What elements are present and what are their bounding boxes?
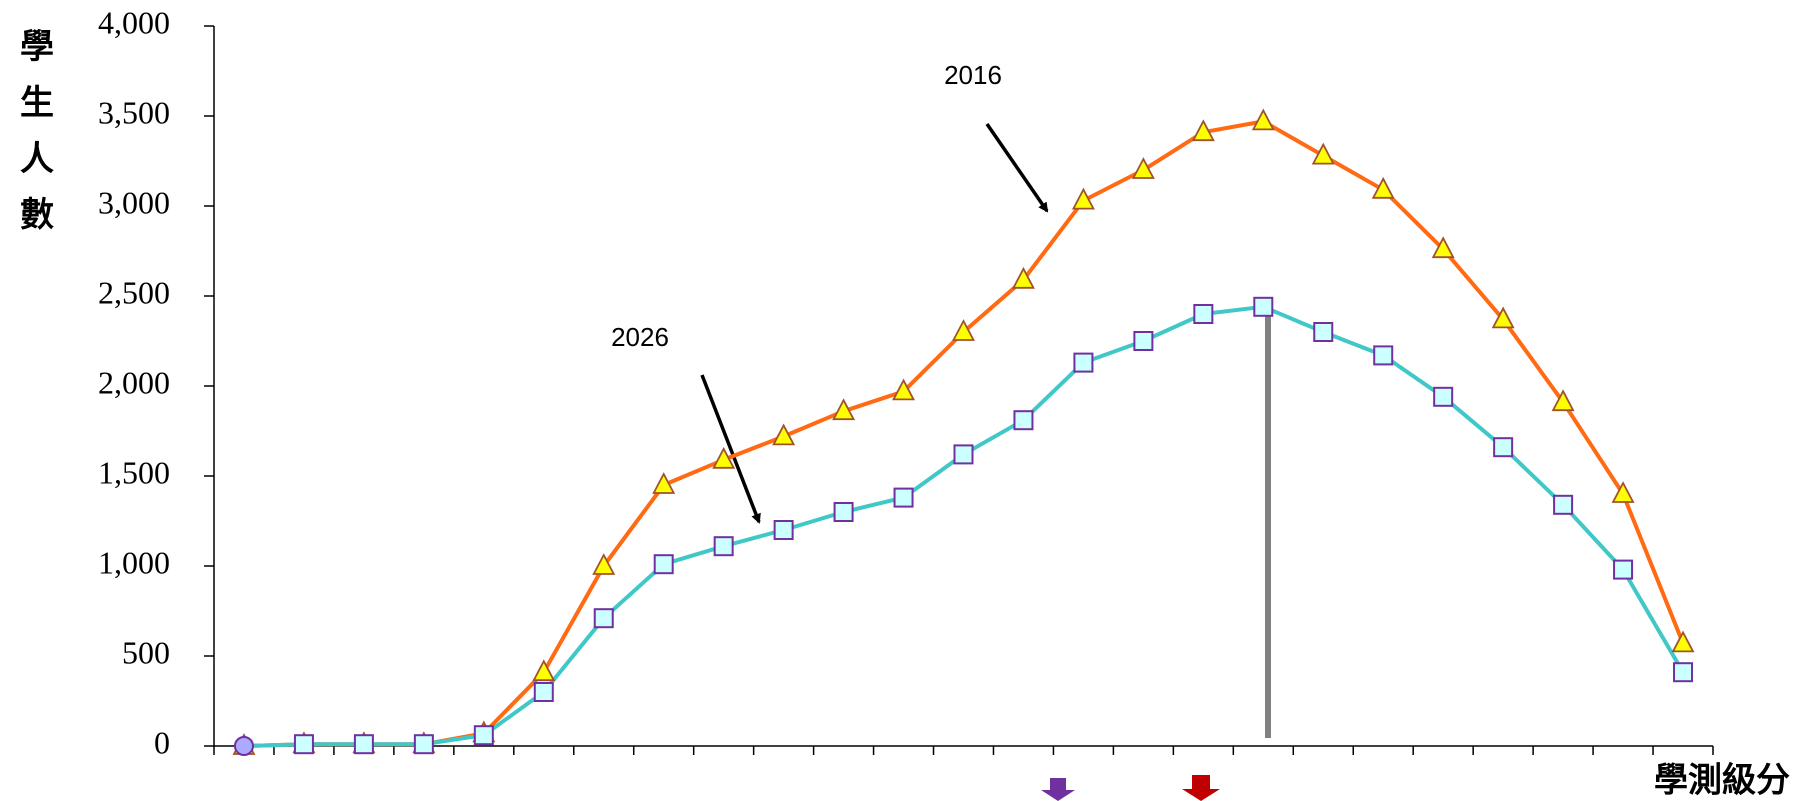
point	[772, 423, 796, 446]
point	[712, 446, 736, 469]
point	[1191, 119, 1215, 142]
point	[1253, 296, 1274, 317]
point	[1071, 187, 1095, 210]
y-tick-label: 3,500	[98, 94, 170, 130]
point	[1313, 322, 1334, 342]
point	[1011, 266, 1035, 289]
point	[832, 398, 856, 421]
y-tick-label: 2,500	[98, 274, 170, 310]
point	[713, 536, 734, 557]
point	[1013, 410, 1034, 431]
point	[1611, 481, 1635, 503]
point	[1373, 345, 1394, 366]
point	[592, 553, 616, 575]
y-axis-label: 學生人數	[20, 27, 54, 235]
point	[1131, 157, 1155, 179]
point	[892, 378, 916, 401]
point	[1133, 331, 1154, 351]
annotation-arrow	[700, 374, 761, 524]
y-tick-label: 3,000	[98, 184, 170, 220]
marker-arrow	[1182, 775, 1220, 801]
series-line	[243, 304, 1685, 748]
point	[1553, 494, 1574, 515]
point	[1371, 176, 1395, 199]
y-tick-label: 4,000	[98, 4, 170, 40]
point	[473, 725, 494, 746]
point	[1311, 142, 1335, 165]
point	[653, 554, 674, 575]
point	[1251, 108, 1275, 131]
point	[533, 682, 554, 702]
point	[293, 734, 314, 755]
point	[233, 736, 254, 756]
point	[652, 472, 676, 494]
point	[1671, 630, 1695, 653]
point	[1551, 389, 1575, 412]
series-line	[243, 119, 1685, 748]
y-tick-label: 1,500	[98, 454, 170, 490]
point	[893, 487, 914, 508]
point	[1073, 352, 1094, 373]
point	[1673, 662, 1694, 683]
point	[952, 319, 975, 341]
point	[773, 520, 794, 540]
point	[532, 659, 556, 682]
point	[1433, 386, 1454, 407]
x-axis-label: 學測級分	[1654, 761, 1790, 801]
annotation-arrow	[985, 123, 1049, 213]
point	[593, 608, 614, 629]
point	[413, 734, 434, 755]
y-tick-label: 2,000	[98, 364, 170, 400]
y-tick-label: 1,000	[98, 544, 170, 580]
y-tick-label: 0	[154, 724, 170, 760]
point	[1193, 304, 1214, 324]
point	[1493, 437, 1514, 458]
point	[1491, 306, 1515, 329]
annotation: 2026	[611, 322, 669, 352]
point	[953, 444, 974, 465]
y-tick-label: 500	[122, 634, 170, 670]
point	[1613, 559, 1634, 580]
marker-arrow	[1041, 778, 1075, 801]
point	[1431, 236, 1455, 259]
point	[353, 734, 374, 755]
annotation: 2016	[944, 60, 1002, 90]
point	[833, 502, 854, 522]
